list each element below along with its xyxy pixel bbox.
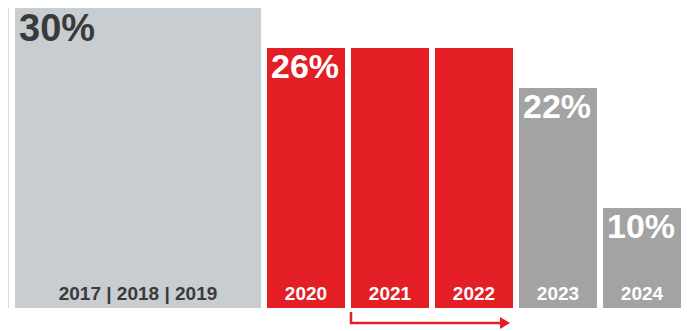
data-label: 10% bbox=[607, 207, 675, 245]
category-label: 2024 bbox=[621, 283, 664, 304]
chart: 30% 2017 | 2018 | 2019 26% 2020 2021 2022 22% 2… bbox=[0, 0, 689, 331]
category-label: 2017 | 2018 | 2019 bbox=[59, 283, 218, 304]
data-label: 30% bbox=[19, 7, 95, 49]
category-label: 2022 bbox=[453, 283, 495, 304]
bars bbox=[15, 8, 681, 308]
bar bbox=[351, 48, 429, 308]
arrow-line bbox=[351, 312, 502, 323]
bar bbox=[267, 48, 345, 308]
category-label: 2021 bbox=[369, 283, 412, 304]
data-label: 22% bbox=[523, 87, 591, 125]
bar bbox=[435, 48, 513, 308]
y-axis bbox=[8, 9, 9, 309]
category-label: 2020 bbox=[285, 283, 327, 304]
data-label: 26% bbox=[271, 47, 339, 85]
y-axis-line bbox=[8, 9, 9, 309]
labels: 30% 2017 | 2018 | 2019 26% 2020 2021 2022 22% 2… bbox=[19, 7, 675, 304]
category-label: 2023 bbox=[537, 283, 579, 304]
arrow-head bbox=[500, 317, 510, 329]
bar bbox=[15, 8, 261, 308]
